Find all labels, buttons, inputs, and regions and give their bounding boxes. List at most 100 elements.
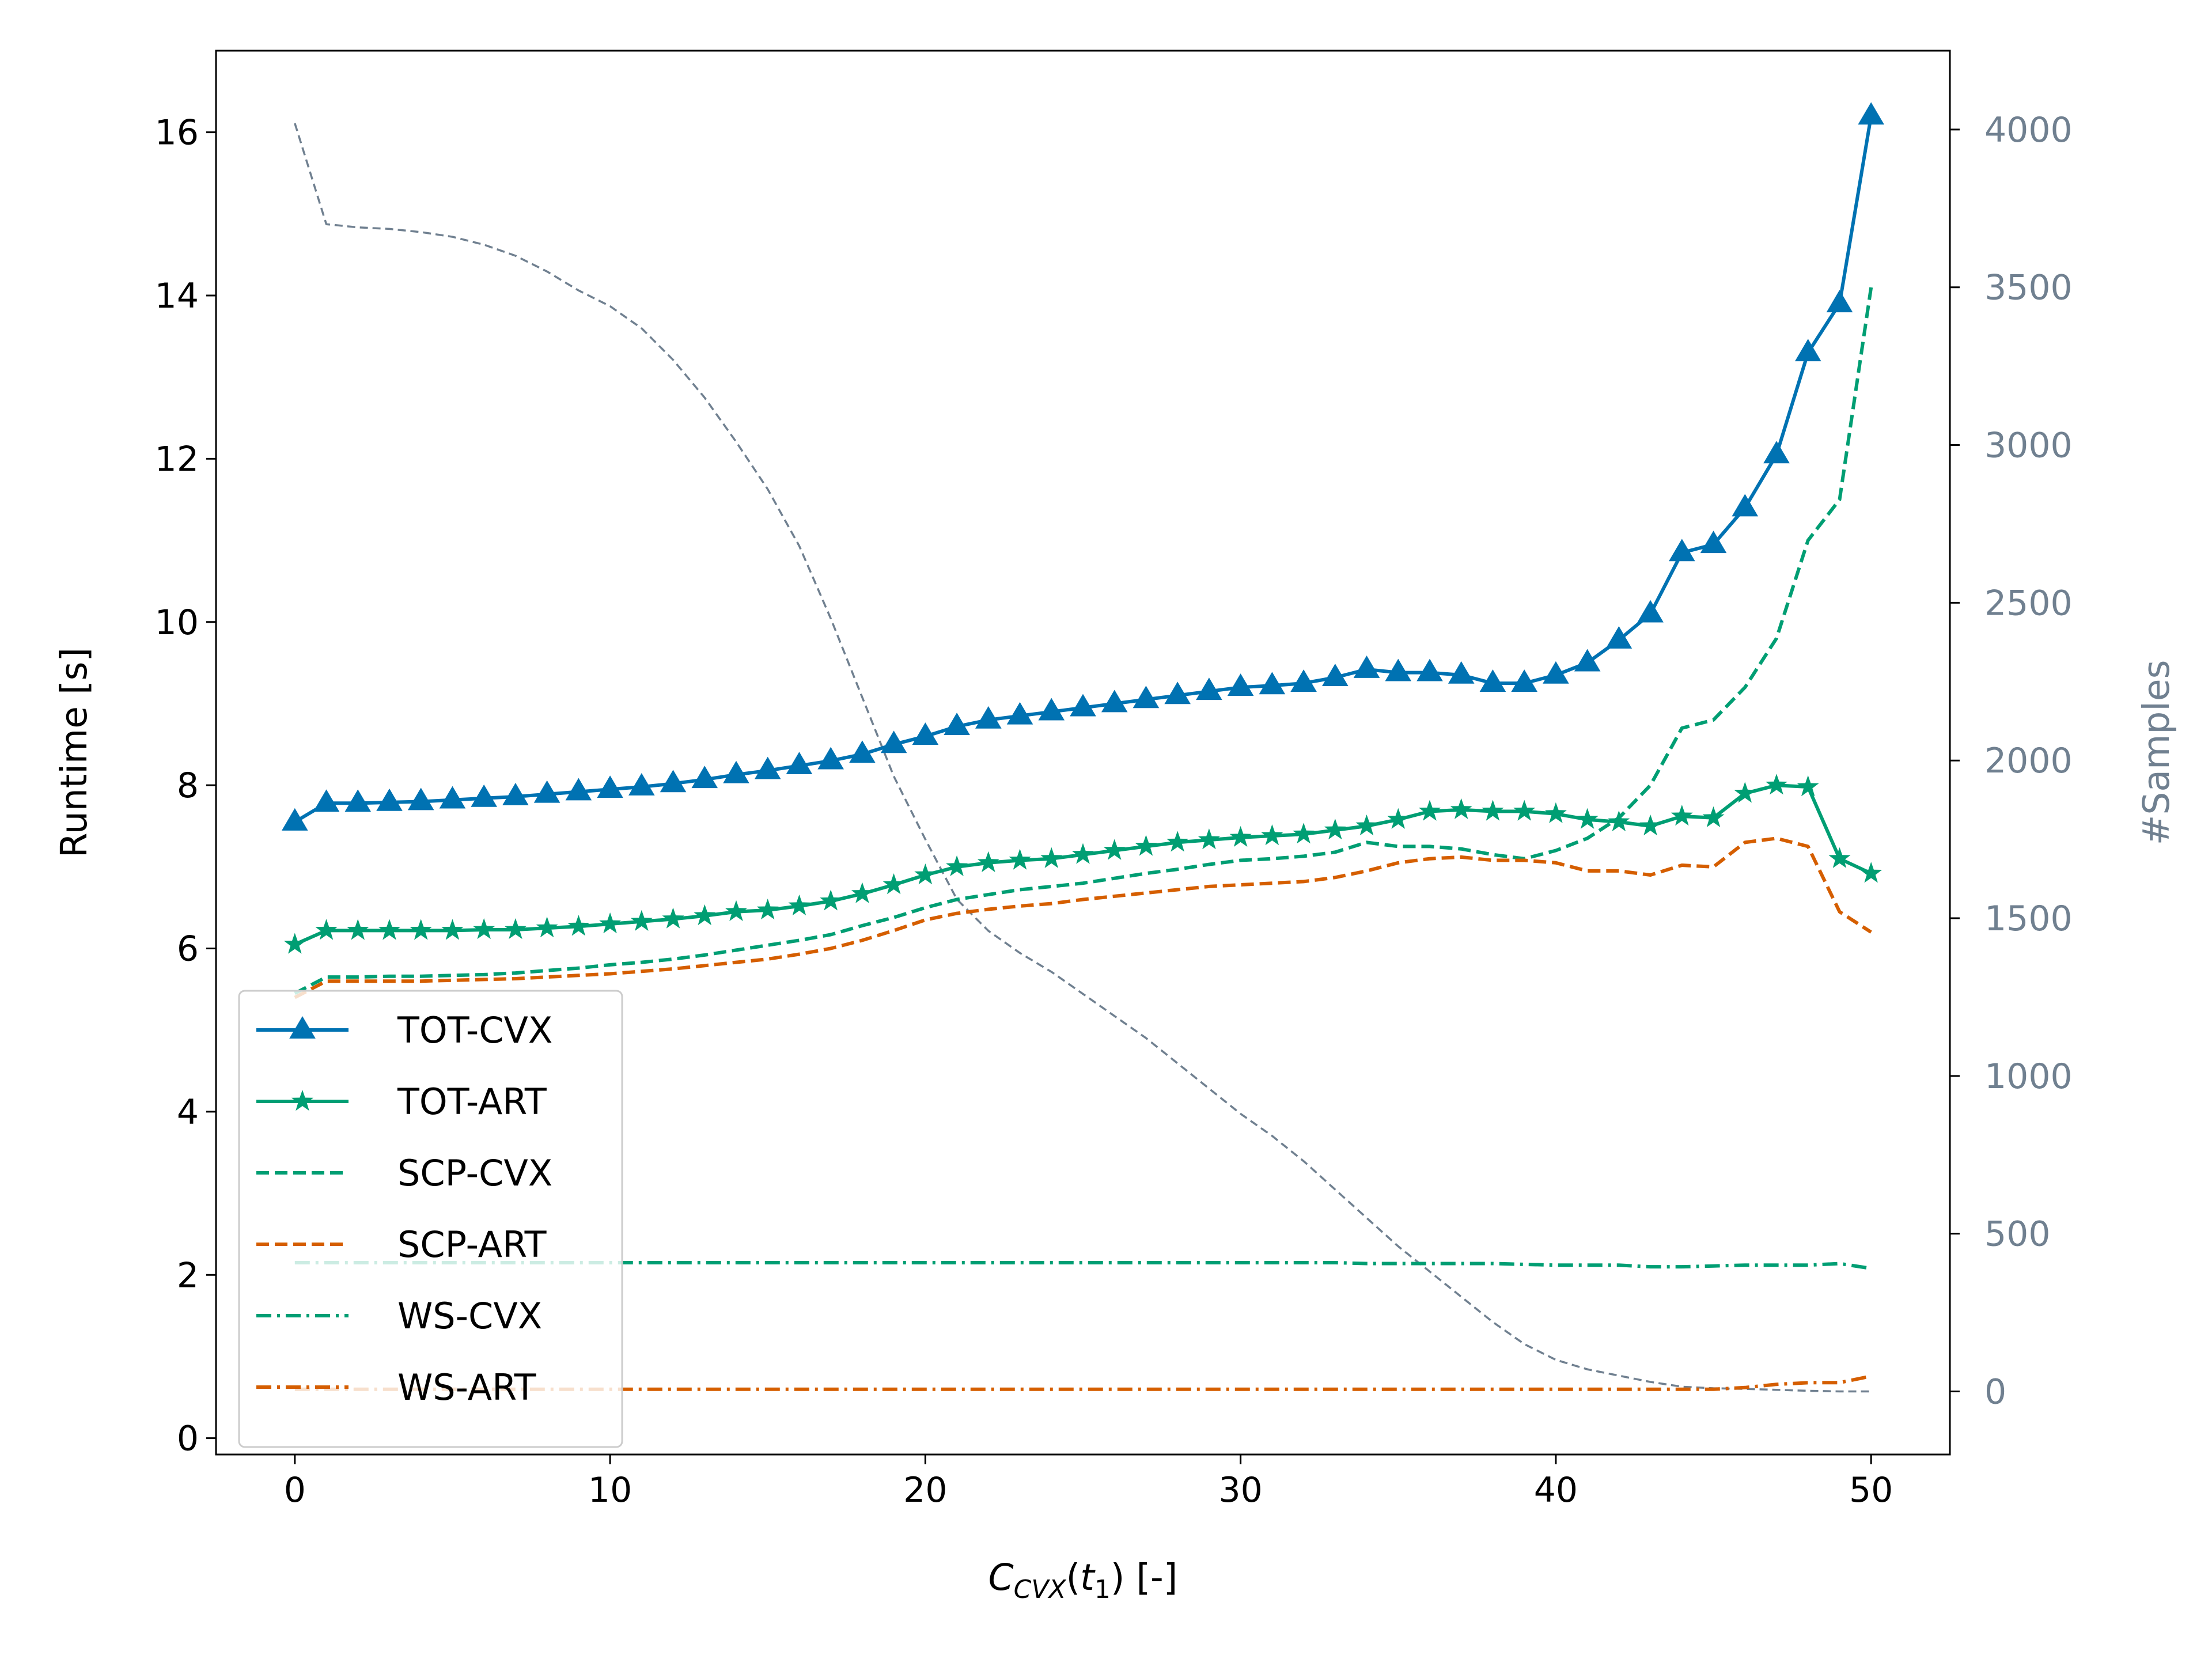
data-point-tot-cvx <box>975 706 1002 729</box>
x-tick-label: 30 <box>1218 1470 1262 1510</box>
data-point-tot-cvx <box>849 740 876 763</box>
data-point-tot-art <box>725 900 747 921</box>
data-point-tot-cvx <box>1479 669 1506 692</box>
data-point-tot-cvx <box>754 756 781 779</box>
legend-marker-tot-cvx <box>289 1016 316 1039</box>
x-axis-label-sub: CVX <box>1014 1575 1067 1604</box>
axes: 0 10 20 30 40 5002468101214160500100015002000… <box>53 50 2177 1604</box>
data-point-tot-cvx <box>1353 655 1380 678</box>
data-point-tot-art <box>977 851 999 872</box>
data-point-tot-art <box>820 889 842 911</box>
data-point-tot-art <box>1860 862 1883 883</box>
data-point-tot-art <box>914 863 937 885</box>
data-point-tot-cvx <box>1605 626 1633 649</box>
data-point-tot-cvx <box>1732 494 1759 517</box>
data-point-tot-cvx <box>502 783 529 805</box>
x-tick-label: 40 <box>1534 1470 1578 1510</box>
x-axis-label: CCVX(t1) [-] <box>988 1556 1178 1604</box>
y2-tick-label: 500 <box>1984 1214 2051 1255</box>
data-point-tot-cvx <box>660 770 687 793</box>
data-point-tot-art <box>283 933 306 954</box>
legend-label-ws-cvx: WS-CVX <box>397 1295 542 1337</box>
data-point-tot-art <box>1576 808 1599 829</box>
data-point-tot-art <box>1734 782 1756 803</box>
data-point-tot-cvx <box>376 788 403 811</box>
data-point-tot-cvx <box>1290 669 1317 692</box>
data-point-tot-cvx <box>628 773 655 796</box>
data-point-tot-art <box>1198 828 1220 850</box>
x-axis-label-rest1: ( <box>1066 1556 1081 1599</box>
legend-label-tot-art: TOT-ART <box>397 1081 547 1123</box>
series-line-tot-art <box>294 783 1872 946</box>
data-point-tot-cvx <box>471 784 497 807</box>
data-point-tot-cvx <box>1006 702 1033 725</box>
data-point-tot-cvx <box>1669 539 1695 562</box>
data-point-tot-cvx <box>1164 681 1191 704</box>
data-point-tot-cvx <box>691 766 718 789</box>
x-axis-label-main: C <box>988 1556 1014 1599</box>
data-point-tot-cvx <box>1826 290 1853 313</box>
data-point-tot-cvx <box>786 752 813 775</box>
y-tick-label: 6 <box>177 929 199 969</box>
x-tick-label: 0 <box>284 1470 306 1510</box>
y2-tick-label: 1000 <box>1984 1056 2073 1097</box>
data-point-tot-cvx <box>1574 649 1601 672</box>
legend-box <box>238 990 623 1448</box>
y-tick-label: 0 <box>177 1419 199 1459</box>
y-tick-label: 8 <box>177 766 199 806</box>
series-line-ws-cvx <box>294 1261 1872 1270</box>
data-point-tot-art <box>851 882 873 903</box>
data-point-tot-art <box>1513 800 1536 821</box>
x-axis-label-varsub: 1 <box>1094 1575 1111 1604</box>
data-point-tot-art <box>1702 806 1725 827</box>
data-point-tot-cvx <box>565 778 592 801</box>
data-point-tot-art <box>788 894 810 916</box>
data-point-tot-cvx <box>1322 664 1349 687</box>
legend-label-scp-cvx: SCP-CVX <box>397 1152 552 1194</box>
y2-tick-label: 4000 <box>1984 110 2073 150</box>
data-point-tot-cvx <box>1196 677 1222 700</box>
y2-tick-label: 2000 <box>1984 741 2073 781</box>
series-line-samples <box>294 123 1872 1393</box>
data-point-tot-cvx <box>1511 669 1537 692</box>
data-point-tot-art <box>1671 805 1693 826</box>
data-point-tot-cvx <box>1858 102 1884 125</box>
y2-axis-label: #Samples <box>2135 660 2177 846</box>
y-tick-label: 16 <box>155 113 199 153</box>
data-point-tot-art <box>1293 823 1315 844</box>
data-point-tot-art <box>882 873 905 895</box>
data-point-tot-art <box>536 916 558 938</box>
legend-label-scp-art: SCP-ART <box>397 1224 547 1266</box>
plot-area <box>282 102 1884 1393</box>
data-point-tot-art <box>1040 847 1063 868</box>
series-line-scp-cvx <box>294 287 1873 995</box>
y-tick-label: 10 <box>155 603 199 643</box>
data-point-tot-cvx <box>1763 441 1790 464</box>
data-point-tot-art <box>1766 774 1787 795</box>
data-point-tot-cvx <box>912 722 939 745</box>
data-point-tot-art <box>694 904 716 926</box>
y2-tick-label: 3000 <box>1984 426 2073 466</box>
data-point-tot-cvx <box>1416 658 1443 681</box>
data-point-tot-art <box>756 899 779 920</box>
y-axis-label: Runtime [s] <box>53 647 95 858</box>
x-axis-label-var: t <box>1080 1556 1096 1599</box>
y2-tick-label: 3500 <box>1984 268 2073 308</box>
data-point-tot-art <box>1544 802 1567 823</box>
data-point-tot-cvx <box>407 787 434 810</box>
legend-label-ws-art: WS-ART <box>397 1366 537 1408</box>
data-point-tot-art <box>1324 819 1346 840</box>
y2-tick-label: 1500 <box>1984 899 2073 939</box>
data-point-tot-art <box>1450 798 1472 819</box>
x-tick-label: 10 <box>588 1470 632 1510</box>
data-point-tot-cvx <box>1543 661 1569 684</box>
data-point-tot-art <box>1135 835 1157 856</box>
data-point-tot-cvx <box>1132 685 1160 709</box>
y-tick-label: 4 <box>177 1092 199 1132</box>
data-point-tot-art <box>1355 815 1378 836</box>
data-point-tot-art <box>1828 847 1851 868</box>
data-point-tot-cvx <box>1637 600 1664 623</box>
data-point-tot-cvx <box>1101 690 1128 713</box>
data-point-tot-art <box>630 910 653 931</box>
data-point-tot-art <box>1387 808 1410 829</box>
